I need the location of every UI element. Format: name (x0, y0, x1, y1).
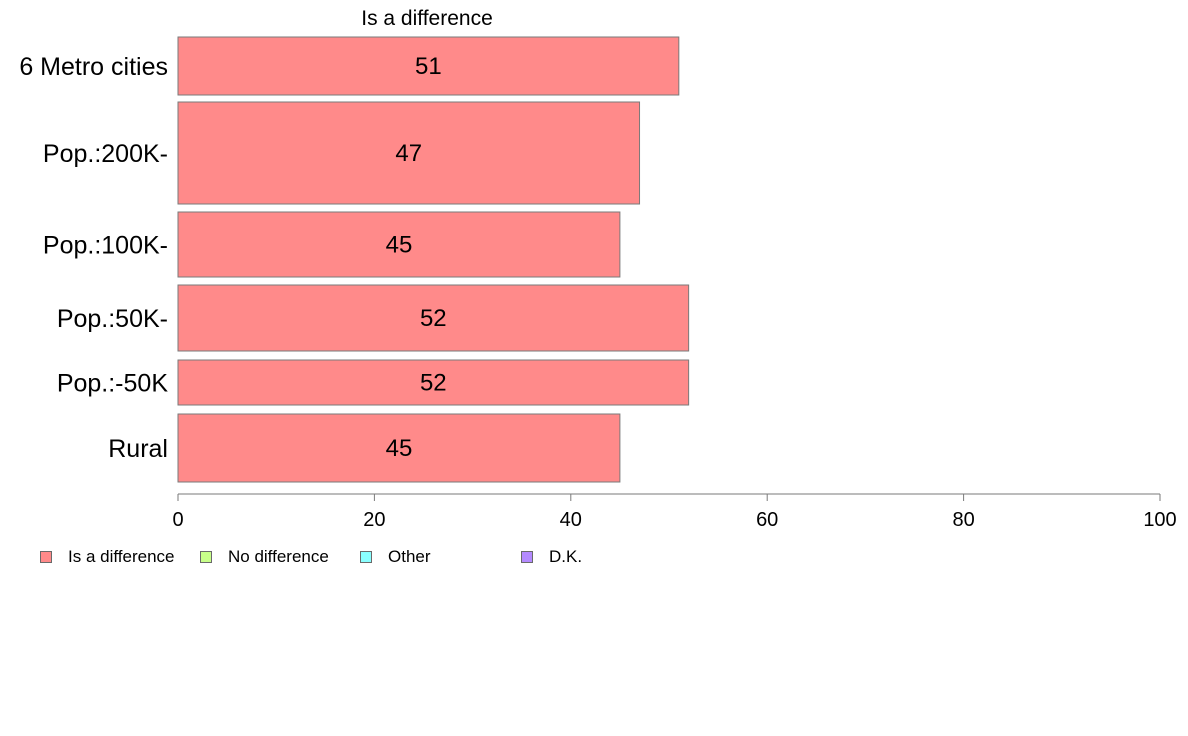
bar-rural (177, 413, 621, 483)
bar-pop-100k (177, 211, 621, 278)
category-label-pop-50k: Pop.:-50K (57, 370, 169, 398)
x-tick-label-60: 60 (756, 509, 778, 531)
category-label-pop-200k: Pop.:200K- (43, 140, 168, 168)
x-tick-label-80: 80 (952, 509, 974, 531)
data-label-pop-200k: 47 (395, 140, 422, 167)
legend-swatch-dk (521, 551, 533, 563)
legend-item-is-a-difference: Is a difference (40, 547, 174, 567)
data-label-6-metro-cities: 51 (415, 53, 442, 80)
legend-item-dk: D.K. (521, 547, 582, 567)
legend-item-no-difference: No difference (200, 547, 329, 567)
legend-item-other: Other (360, 547, 431, 567)
category-label-6-metro-cities: 6 Metro cities (19, 53, 168, 81)
data-label-pop-100k: 45 (386, 232, 413, 259)
category-label-rural: Rural (108, 435, 168, 463)
data-label-pop-50k: 52 (420, 305, 447, 332)
legend-label-dk: D.K. (549, 547, 583, 566)
bar-pop-50k (177, 284, 690, 352)
x-axis: 0 20 40 60 80 100 (172, 493, 1177, 531)
category-label-pop-50k: Pop.:50K- (57, 305, 168, 333)
legend-label-other: Other (388, 547, 431, 566)
legend-swatch-other (360, 551, 372, 563)
data-label-rural: 45 (386, 435, 413, 462)
legend-swatch-no-difference (200, 551, 212, 563)
x-tick-label-0: 0 (172, 509, 183, 531)
legend: Is a difference No difference Other D.K. (40, 547, 740, 569)
category-label-pop-100k: Pop.:100K- (43, 232, 168, 260)
data-label-pop-50k: 52 (420, 370, 447, 397)
legend-label-is-a-difference: Is a difference (68, 547, 175, 566)
chart-title: Is a difference (361, 7, 493, 30)
x-tick-label-100: 100 (1143, 509, 1176, 531)
bar-pop-200k (177, 101, 641, 205)
bars-group: 51 6 Metro cities 47 Pop.:200K- 45 Pop.:100K-… (19, 36, 690, 483)
x-tick-label-40: 40 (560, 509, 582, 531)
bar-pop-50k (177, 359, 690, 406)
legend-swatch-is-a-difference (40, 551, 52, 563)
legend-label-no-difference: No difference (228, 547, 329, 566)
x-tick-label-20: 20 (363, 509, 385, 531)
bar-6-metro-cities (177, 36, 680, 96)
